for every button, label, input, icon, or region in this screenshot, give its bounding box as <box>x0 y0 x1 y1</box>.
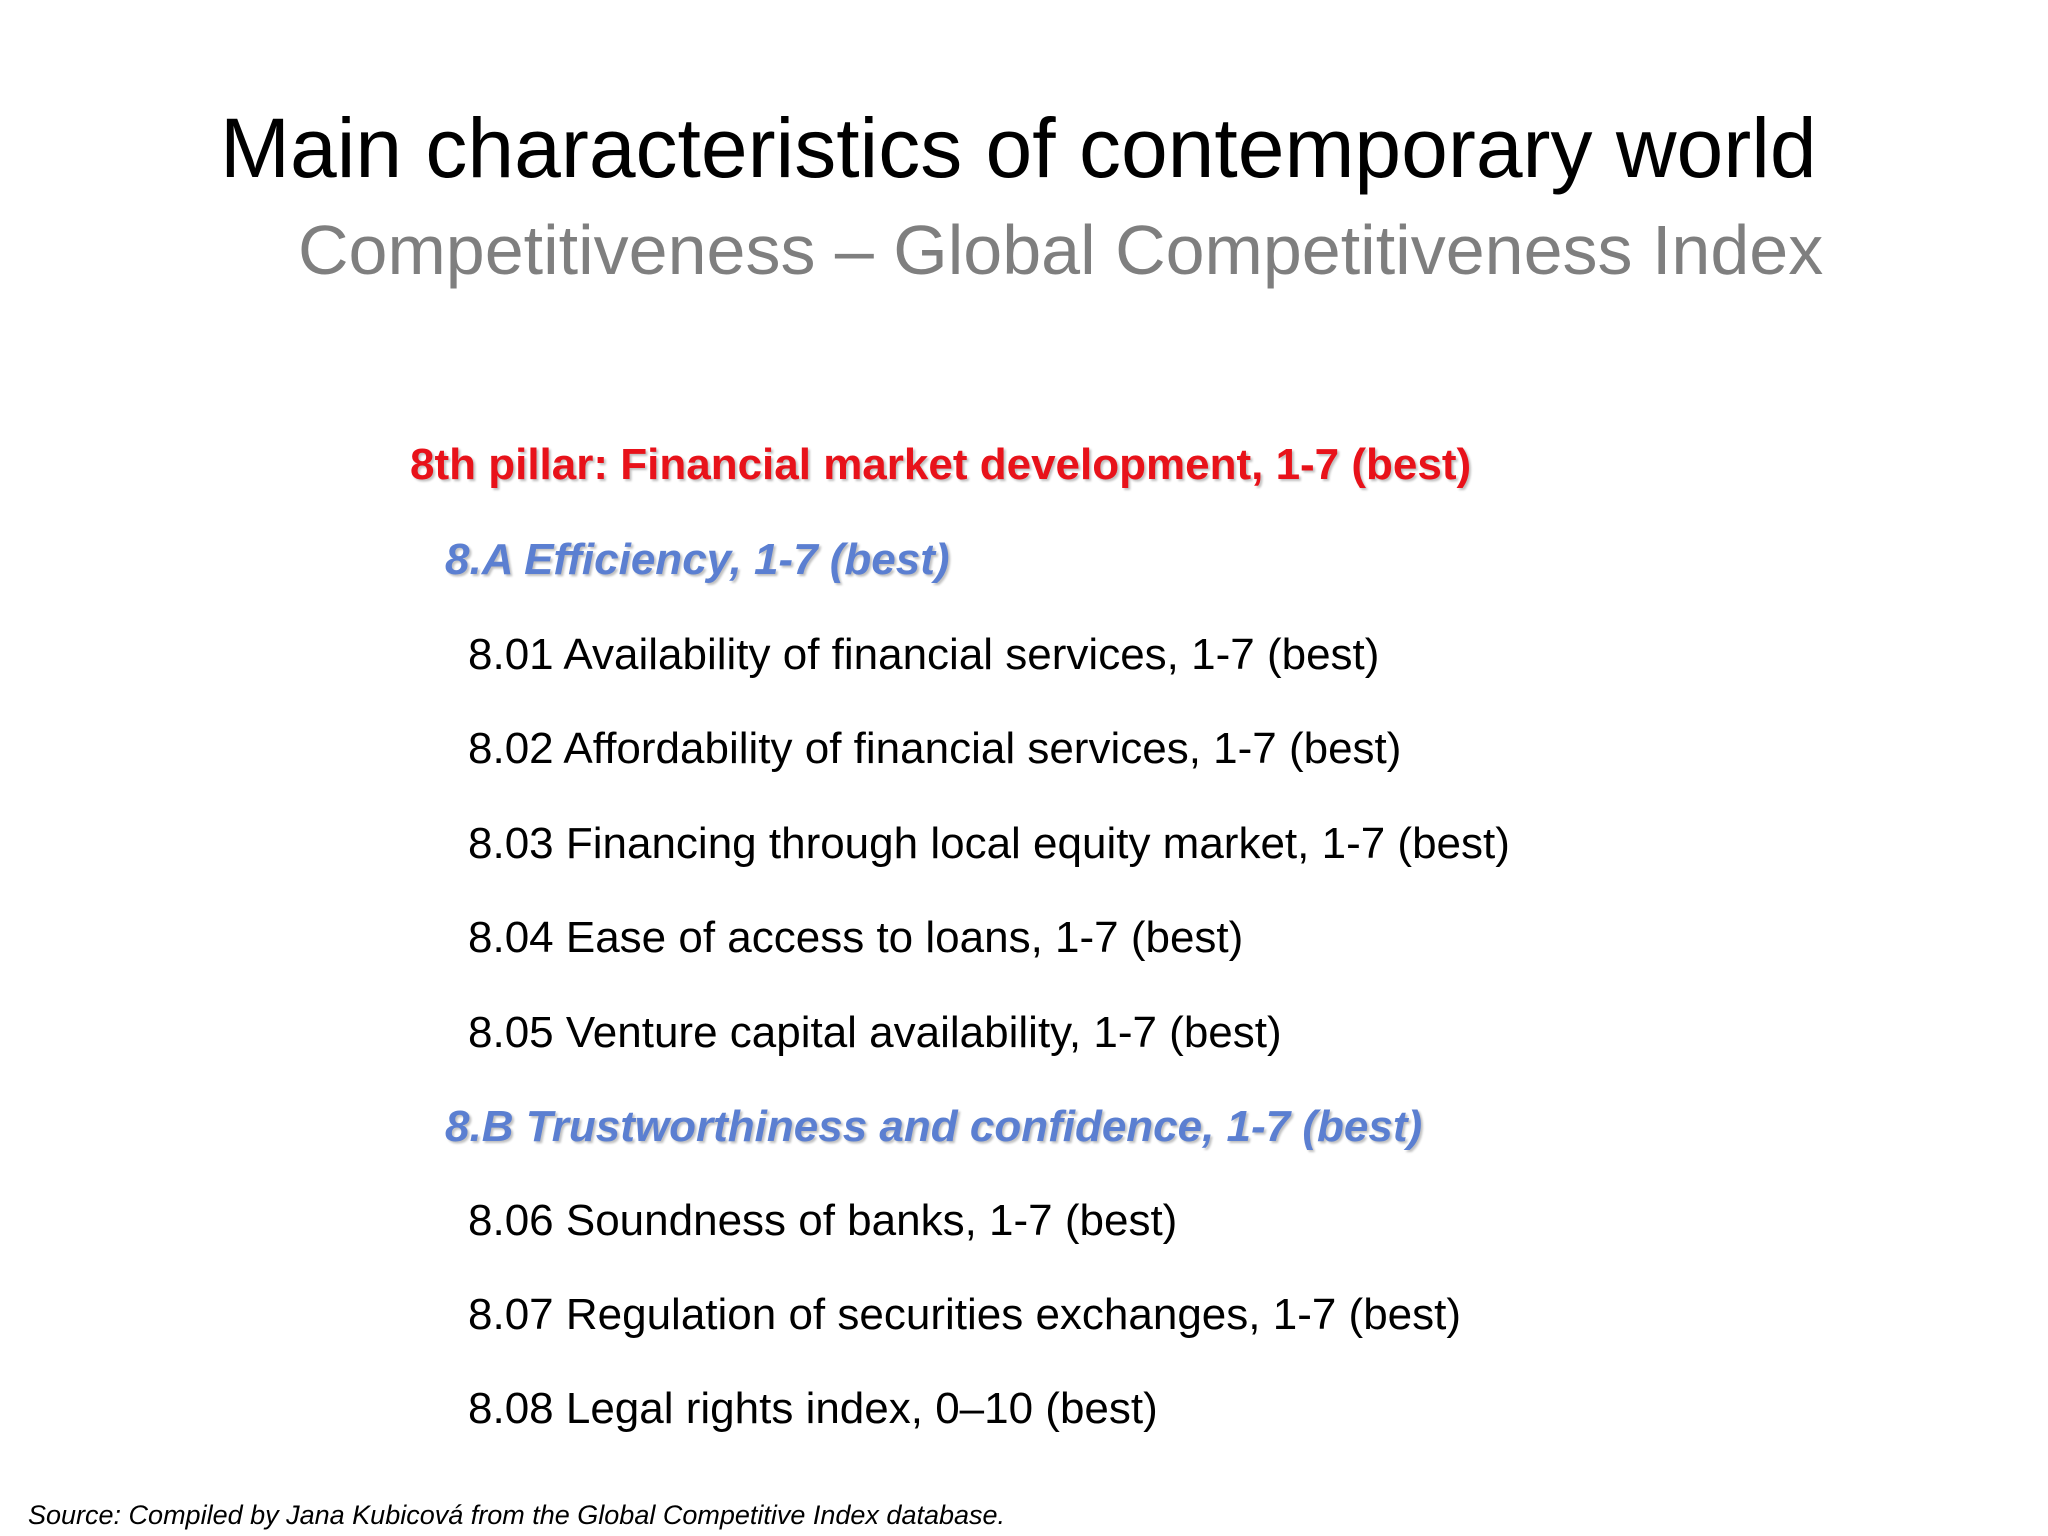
indicator-item: 8.05 Venture capital availability, 1-7 (… <box>468 1008 1282 1057</box>
indicator-item: 8.01 Availability of financial services,… <box>468 630 1380 679</box>
indicator-item: 8.03 Financing through local equity mark… <box>468 819 1510 868</box>
slide-title: Main characteristics of contemporary wor… <box>220 101 1817 195</box>
pillar-heading: 8th pillar: Financial market development… <box>410 440 1472 489</box>
section-heading-efficiency: 8.A Efficiency, 1-7 (best) <box>445 535 950 584</box>
indicator-item: 8.02 Affordability of financial services… <box>468 724 1402 773</box>
indicator-item: 8.07 Regulation of securities exchanges,… <box>468 1290 1462 1339</box>
indicator-item: 8.04 Ease of access to loans, 1-7 (best) <box>468 913 1244 962</box>
slide-subtitle: Competitiveness – Global Competitiveness… <box>298 211 1824 289</box>
indicator-item: 8.06 Soundness of banks, 1-7 (best) <box>468 1196 1178 1245</box>
source-note: Source: Compiled by Jana Kubicová from t… <box>28 1500 1006 1530</box>
section-heading-trustworthiness: 8.B Trustworthiness and confidence, 1-7 … <box>445 1102 1423 1151</box>
indicator-item: 8.08 Legal rights index, 0–10 (best) <box>468 1384 1158 1433</box>
